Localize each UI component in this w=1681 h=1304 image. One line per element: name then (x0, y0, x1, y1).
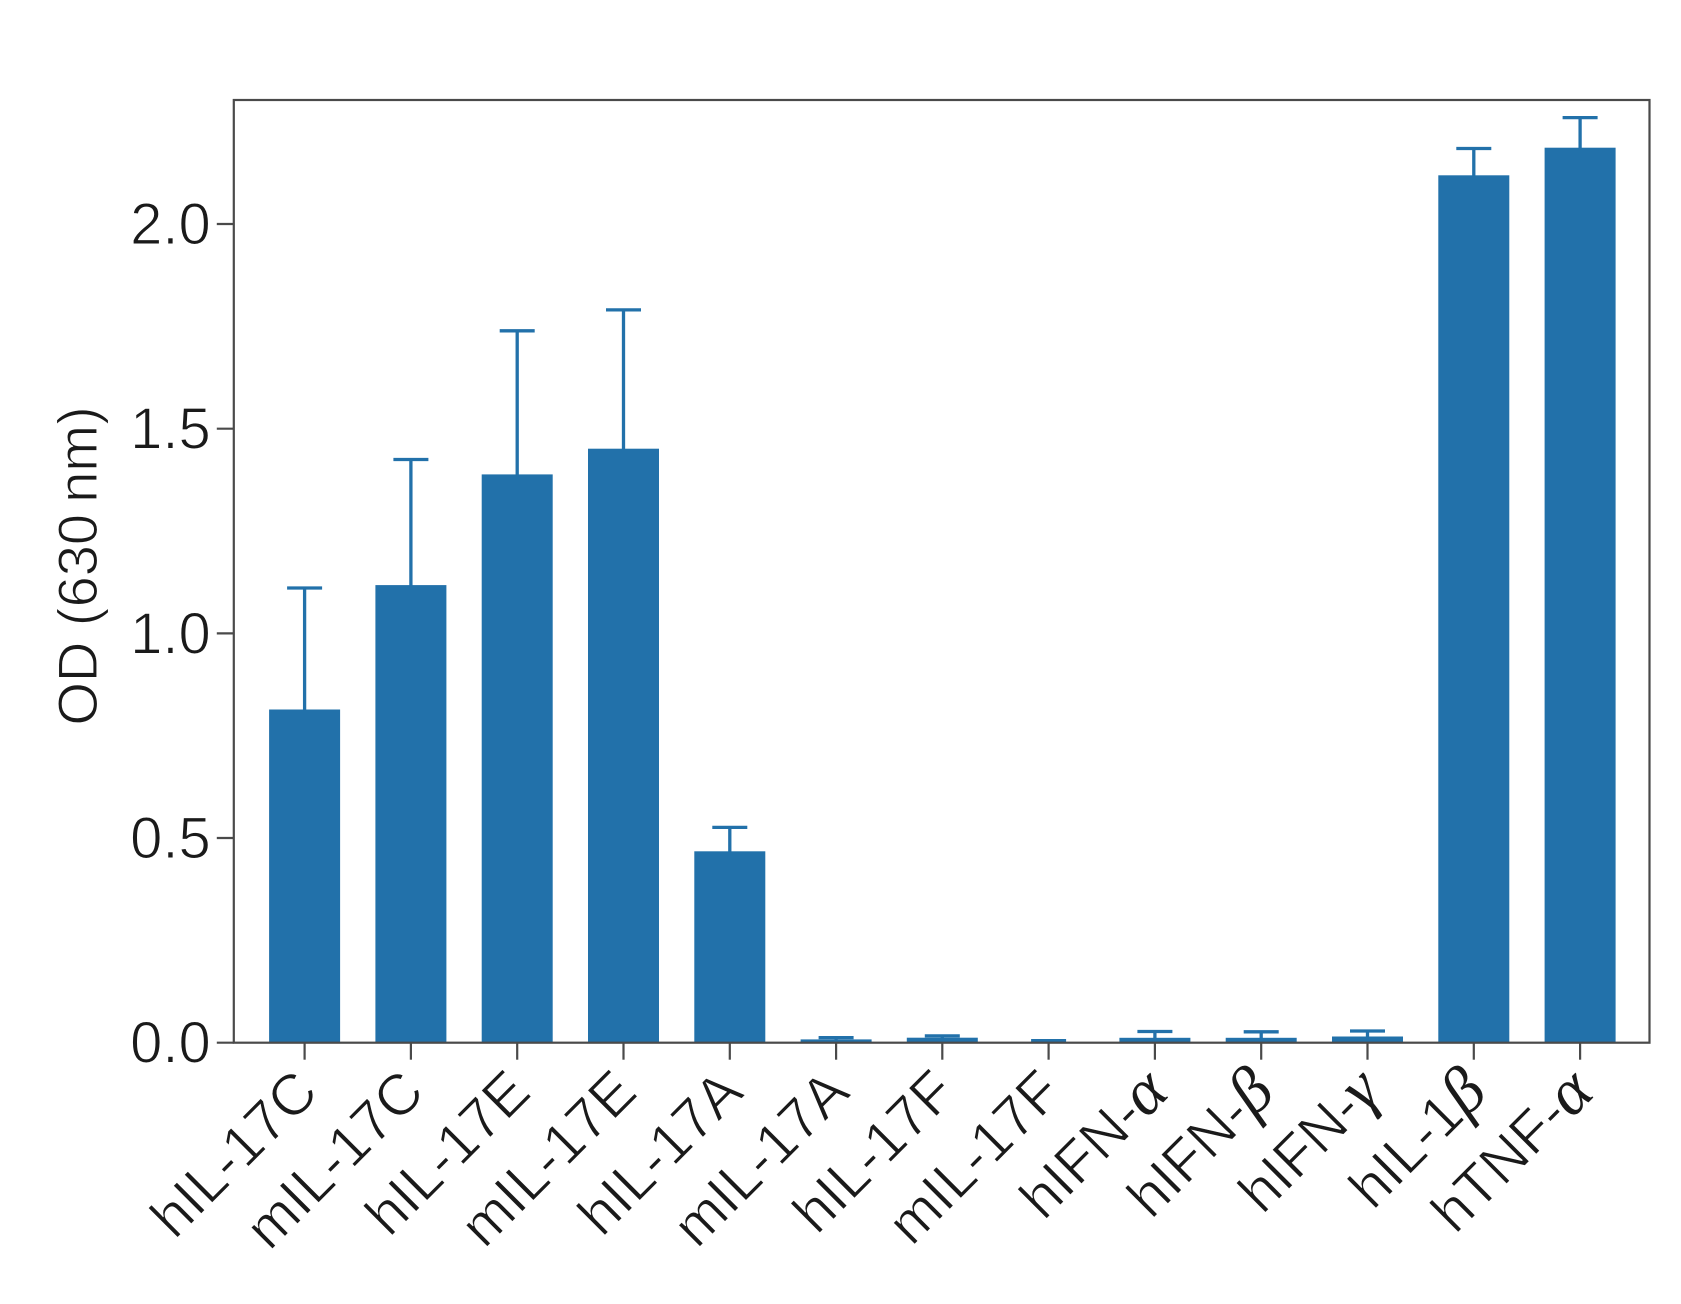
svg-text:0.0: 0.0 (130, 1011, 211, 1076)
svg-text:1.0: 1.0 (130, 601, 211, 666)
svg-text:2.0: 2.0 (130, 192, 211, 257)
svg-text:OD (630 nm): OD (630 nm) (46, 406, 109, 725)
svg-text:0.5: 0.5 (130, 806, 211, 871)
svg-text:1.5: 1.5 (130, 397, 211, 462)
